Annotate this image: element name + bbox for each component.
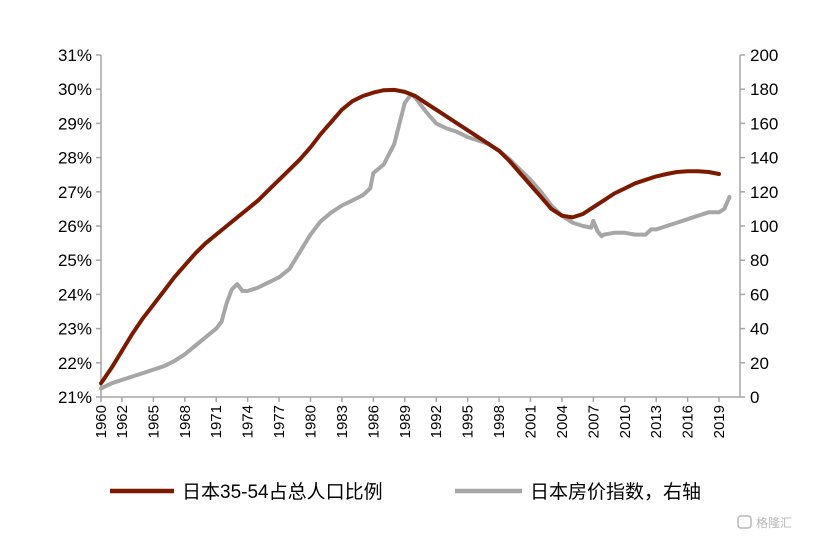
series-line-house-price-index bbox=[99, 92, 732, 391]
right-y-tick-label: 100 bbox=[750, 217, 778, 236]
right-y-tick-label: 160 bbox=[750, 114, 778, 133]
left-y-tick-label: 29% bbox=[58, 114, 92, 133]
x-tick-label: 1960 bbox=[93, 405, 110, 438]
x-tick-label: 1998 bbox=[491, 405, 508, 438]
x-tick-label: 1962 bbox=[114, 405, 131, 438]
x-tick-label: 2016 bbox=[680, 405, 697, 438]
watermark-text: 格隆汇 bbox=[756, 515, 792, 530]
right-y-tick-label: 40 bbox=[750, 320, 769, 339]
x-tick-label: 1986 bbox=[365, 405, 382, 438]
left-y-tick-label: 22% bbox=[58, 354, 92, 373]
series-line-age-35-54-share bbox=[99, 87, 721, 386]
x-tick-label: 1980 bbox=[303, 405, 320, 438]
x-tick-label: 1983 bbox=[334, 405, 351, 438]
left-y-tick-label: 26% bbox=[58, 217, 92, 236]
x-tick-label: 1992 bbox=[428, 405, 445, 438]
axes: 21% 22% 23% 24% 25% 26% 27% 28% 29% 30% 31% 0 20 40 60… bbox=[58, 46, 778, 438]
right-y-tick-label: 180 bbox=[750, 80, 778, 99]
right-y-tick-label: 60 bbox=[750, 285, 769, 304]
watermark: 格隆汇 bbox=[737, 515, 792, 530]
x-tick-label: 2013 bbox=[648, 405, 665, 438]
x-tick-label: 1968 bbox=[177, 405, 194, 438]
x-tick-label: 1977 bbox=[271, 405, 288, 438]
x-tick-label: 1995 bbox=[460, 405, 477, 438]
x-tick-label: 1974 bbox=[240, 405, 257, 438]
right-y-tick-label: 140 bbox=[750, 149, 778, 168]
left-y-tick-label: 30% bbox=[58, 80, 92, 99]
right-y-tick-label: 0 bbox=[750, 388, 759, 407]
right-y-tick-label: 80 bbox=[750, 251, 769, 270]
left-y-tick-label: 21% bbox=[58, 388, 92, 407]
x-tick-label: 1971 bbox=[208, 405, 225, 438]
x-tick-label: 2007 bbox=[585, 405, 602, 438]
left-y-tick-label: 27% bbox=[58, 183, 92, 202]
right-y-tick-label: 200 bbox=[750, 46, 778, 65]
x-tick-label: 2010 bbox=[617, 405, 634, 438]
x-tick-label: 2004 bbox=[554, 405, 571, 438]
legend-label-2: 日本房价指数，右轴 bbox=[530, 481, 701, 503]
x-tick-label: 2001 bbox=[522, 405, 539, 438]
x-tick-label: 1965 bbox=[145, 405, 162, 438]
left-y-tick-label: 24% bbox=[58, 285, 92, 304]
left-y-tick-label: 31% bbox=[58, 46, 92, 65]
left-y-tick-label: 28% bbox=[58, 149, 92, 168]
left-y-tick-label: 25% bbox=[58, 251, 92, 270]
left-y-tick-label: 23% bbox=[58, 320, 92, 339]
legend-label-1: 日本35-54占总人口比例 bbox=[182, 481, 383, 503]
x-tick-label: 1989 bbox=[397, 405, 414, 438]
right-y-tick-label: 120 bbox=[750, 183, 778, 202]
x-tick-label: 2019 bbox=[711, 405, 728, 438]
watermark-logo-icon bbox=[737, 515, 752, 529]
right-y-tick-label: 20 bbox=[750, 354, 769, 373]
series-layer bbox=[99, 87, 732, 391]
legend: 日本35-54占总人口比例 日本房价指数，右轴 bbox=[110, 481, 701, 503]
